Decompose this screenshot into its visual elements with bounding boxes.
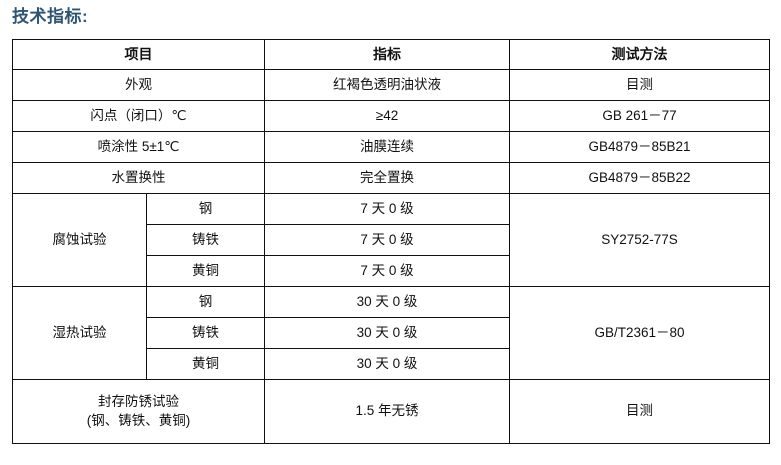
cell-item-line1: 封存防锈试验 [98,394,179,410]
cell-method: GB/T2361－80 [509,286,770,380]
table-row: 喷涂性 5±1℃ 油膜连续 GB4879－85B21 [12,131,770,163]
table-row: 湿热试验 钢 30 天 0 级 GB/T2361－80 [12,286,770,380]
cell-spec: 7 天 0 级 [264,224,510,256]
cell-material: 黄铜 [146,255,265,287]
cell-item: 封存防锈试验 (钢、铸铁、黄铜) [12,379,265,444]
cell-spec: 30 天 0 级 [264,286,510,318]
technical-specification-table: 项目 指标 测试方法 外观 红褐色透明油状液 目测 闪点（闭口）℃ ≥42 GB… [12,39,770,444]
cell-material: 铸铁 [146,224,265,256]
cell-spec: 红褐色透明油状液 [264,69,510,101]
cell-material: 钢 [146,193,265,225]
cell-spec: 30 天 0 级 [264,348,510,380]
table-row: 水置换性 完全置换 GB4879－85B22 [12,162,770,194]
table-row: 封存防锈试验 (钢、铸铁、黄铜) 1.5 年无锈 目测 [12,379,770,444]
column-header-spec: 指标 [264,39,510,70]
table-row: 闪点（闭口）℃ ≥42 GB 261－77 [12,100,770,132]
table-row: 腐蚀试验 钢 7 天 0 级 SY2752-77S [12,193,770,287]
cell-method: GB4879－85B21 [509,131,770,163]
cell-spec: 30 天 0 级 [264,317,510,349]
cell-item: 外观 [12,69,265,101]
table-row: 黄铜 7 天 0 级 [13,255,770,287]
cell-item: 闪点（闭口）℃ [12,100,265,132]
table-row: 外观 红褐色透明油状液 目测 [12,69,770,101]
cell-method: 目测 [509,379,770,444]
cell-method: GB4879－85B22 [509,162,770,194]
table-row: 铸铁 7 天 0 级 [13,224,770,256]
table-header-row: 项目 指标 测试方法 [12,39,770,70]
cell-item-line2: (钢、铸铁、黄铜) [86,412,191,428]
page-title: 技术指标: [12,7,89,26]
cell-spec: 完全置换 [264,162,510,194]
cell-spec: 1.5 年无锈 [264,379,510,444]
cell-material: 黄铜 [146,348,265,380]
cell-spec: 7 天 0 级 [264,193,510,225]
column-header-item: 项目 [12,39,265,70]
cell-spec: 7 天 0 级 [264,255,510,287]
table-row: 黄铜 30 天 0 级 [13,348,770,380]
cell-material: 钢 [146,286,265,318]
cell-item: 水置换性 [12,162,265,194]
cell-spec: 油膜连续 [264,131,510,163]
cell-method: SY2752-77S [509,193,770,287]
cell-method: GB 261－77 [509,100,770,132]
column-header-method: 测试方法 [509,39,770,70]
cell-material: 铸铁 [146,317,265,349]
table-row: 铸铁 30 天 0 级 [13,317,770,349]
cell-item: 喷涂性 5±1℃ [12,131,265,163]
cell-spec: ≥42 [264,100,510,132]
cell-group-name: 湿热试验 [12,286,147,380]
cell-method: 目测 [509,69,770,101]
cell-group-name: 腐蚀试验 [12,193,147,287]
